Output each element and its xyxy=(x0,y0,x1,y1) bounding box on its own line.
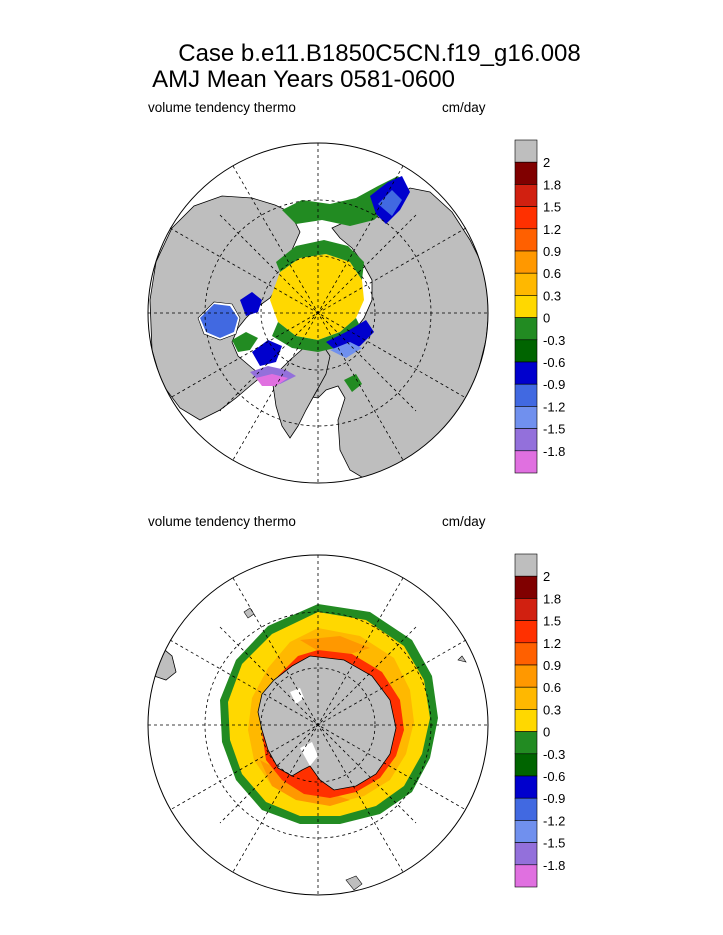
south-polar-map xyxy=(147,554,489,896)
colorbar-tick-label: -0.3 xyxy=(543,747,565,762)
colorbar-south: 2 1.8 1.5 1.2 0.9 0.6 0.3 0 -0.3 -0.6 -0.9 -1.2 -1.5… xyxy=(514,553,565,888)
colorbar-box-12 xyxy=(514,406,538,429)
colorbar-tick-label: -1.5 xyxy=(543,422,565,437)
north-graticule xyxy=(148,143,488,483)
colorbar-box-14 xyxy=(514,864,538,888)
colorbar-tick-label: 0.9 xyxy=(543,658,561,673)
panel1-variable-label: volume tendency thermo xyxy=(148,100,296,115)
colorbar-tick-label: 2 xyxy=(543,569,550,584)
colorbar-tick-label: -0.3 xyxy=(543,333,565,348)
north-polar-map xyxy=(147,142,489,484)
colorbar-tick-label: 1.8 xyxy=(543,177,561,192)
colorbar-box-13 xyxy=(514,428,538,452)
colorbar-tick-label: 0.3 xyxy=(543,702,561,717)
colorbar-box-2 xyxy=(514,598,538,621)
colorbar-box-11 xyxy=(514,383,538,407)
panel2-variable-label: volume tendency thermo xyxy=(148,514,296,529)
colorbar-box-14 xyxy=(514,450,538,474)
colorbar-tick-label: 1.2 xyxy=(543,636,561,651)
colorbar-box-8 xyxy=(514,731,538,755)
hudson-bay-melt-zone xyxy=(200,304,238,338)
colorbar-box-6 xyxy=(514,686,538,710)
colorbar-box-9 xyxy=(514,753,538,777)
colorbar-box-5 xyxy=(514,664,538,688)
colorbar-tick-label: -0.6 xyxy=(543,769,565,784)
colorbar-box-7 xyxy=(514,709,538,732)
colorbar-tick-label: -1.5 xyxy=(543,836,565,851)
colorbar-box-9 xyxy=(514,339,538,363)
colorbar-box-12 xyxy=(514,820,538,843)
arctic-ice-rim xyxy=(276,240,364,280)
colorbar-tick-label: 0.9 xyxy=(543,244,561,259)
colorbar-box-10 xyxy=(514,361,538,385)
colorbar-tick-label: 1.5 xyxy=(543,614,561,629)
panel1-units-label: cm/day xyxy=(442,100,486,115)
colorbar-tick-label: 1.2 xyxy=(543,222,561,237)
colorbar-tick-label: -0.9 xyxy=(543,377,565,392)
colorbar-box-13 xyxy=(514,842,538,866)
colorbar-tick-label: 0.6 xyxy=(543,680,561,695)
colorbar-tick-label: -0.9 xyxy=(543,791,565,806)
colorbar-tick-label: 0.3 xyxy=(543,288,561,303)
colorbar-tick-label: -1.2 xyxy=(543,813,565,828)
colorbar-box-6 xyxy=(514,272,538,296)
colorbar-land-box xyxy=(514,553,538,577)
colorbar-box-10 xyxy=(514,775,538,799)
colorbar-box-3 xyxy=(514,206,538,230)
colorbar-land-box xyxy=(514,139,538,163)
colorbar-tick-label: -1.8 xyxy=(543,444,565,459)
colorbar-tick-label: 0 xyxy=(543,725,550,740)
south-graticule xyxy=(148,555,488,895)
arctic-ice-growth-zone xyxy=(270,254,364,340)
colorbar-box-4 xyxy=(514,228,538,252)
colorbar-tick-label: 2 xyxy=(543,155,550,170)
colorbar-box-4 xyxy=(514,642,538,666)
colorbar-tick-label: -0.6 xyxy=(543,355,565,370)
colorbar-tick-label: -1.8 xyxy=(543,858,565,873)
colorbar-box-3 xyxy=(514,620,538,644)
colorbar-box-1 xyxy=(514,161,538,185)
colorbar-tick-label: 0 xyxy=(543,311,550,326)
colorbar-box-7 xyxy=(514,295,538,318)
colorbar-tick-label: -1.2 xyxy=(543,399,565,414)
colorbar-box-2 xyxy=(514,184,538,207)
barents-sea-melt-zone xyxy=(326,320,374,354)
chart-title-case: Case b.e11.B1850C5CN.f19_g16.008 xyxy=(178,40,581,67)
colorbar-box-11 xyxy=(514,797,538,821)
colorbar-box-5 xyxy=(514,250,538,274)
colorbar-tick-label: 1.8 xyxy=(543,591,561,606)
colorbar-box-1 xyxy=(514,575,538,599)
colorbar-box-8 xyxy=(514,317,538,341)
colorbar-north: 2 1.8 1.5 1.2 0.9 0.6 0.3 0 -0.3 -0.6 -0.9 -1.2 -1.5… xyxy=(514,139,565,474)
chart-title-period: AMJ Mean Years 0581-0600 xyxy=(152,66,455,93)
colorbar-tick-label: 0.6 xyxy=(543,266,561,281)
panel2-units-label: cm/day xyxy=(442,514,486,529)
colorbar-tick-label: 1.5 xyxy=(543,200,561,215)
